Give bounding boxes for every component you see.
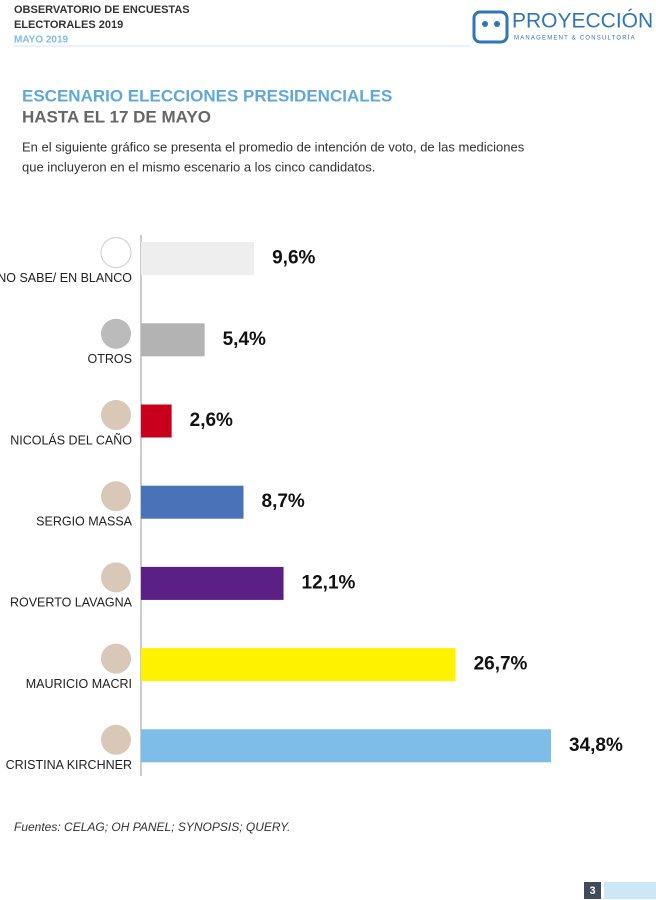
description: que incluyeron en el mismo escenario a l… [22,159,375,174]
category-label: NO SABE/ EN BLANCO [0,271,132,285]
category-icon [100,237,132,269]
header-line: MAYO 2019 [14,35,69,46]
chart-title: ESCENARIO ELECCIONES PRESIDENCIALES [22,86,392,105]
header-line: ELECTORALES 2019 [14,19,123,31]
category-label: OTROS [88,352,132,366]
value-label: 34,8% [569,735,623,756]
page-number-box [584,882,601,899]
category-icon [101,724,131,755]
chart-subtitle: HASTA EL 17 DE MAYO [22,107,211,126]
footer-bar [604,882,656,899]
category-label: SERGIO MASSA [36,514,133,528]
value-label: 5,4% [223,329,266,350]
bar [141,648,456,682]
category-icon [101,400,131,430]
header-line: OBSERVATORIO DE ENCUESTAS [14,4,190,16]
logo-icon [482,21,488,27]
category-label: ROVERTO LAVAGNA [10,596,133,610]
category-icon [101,481,131,512]
value-label: 26,7% [474,654,528,675]
category-label: CRISTINA KIRCHNER [6,758,132,772]
category-icon [101,562,131,593]
logo-subtext: MANAGEMENT & CONSULTORÍA [514,35,636,42]
logo-text: PROYECCIÓN [512,10,653,33]
description: En el siguiente gráfico se presenta el p… [22,139,525,154]
source: Fuentes: CELAG; OH PANEL; SYNOPSIS; QUER… [14,820,290,834]
logo-icon [494,21,500,27]
category-icon [101,643,131,674]
bar [141,404,172,438]
category-label: NICOLÁS DEL CAÑO [10,432,132,447]
category-icon [101,318,131,349]
value-label: 12,1% [302,572,356,593]
bar [141,323,205,357]
bar [141,566,284,600]
bar [141,485,244,519]
value-label: 2,6% [190,410,233,431]
category-label: MAURICIO MACRI [26,677,132,691]
logo-icon [472,10,509,44]
value-label: 8,7% [262,491,305,512]
bar [141,729,551,763]
page-number: 3 [589,885,595,897]
value-label: 9,6% [272,248,315,269]
bar [141,242,255,276]
